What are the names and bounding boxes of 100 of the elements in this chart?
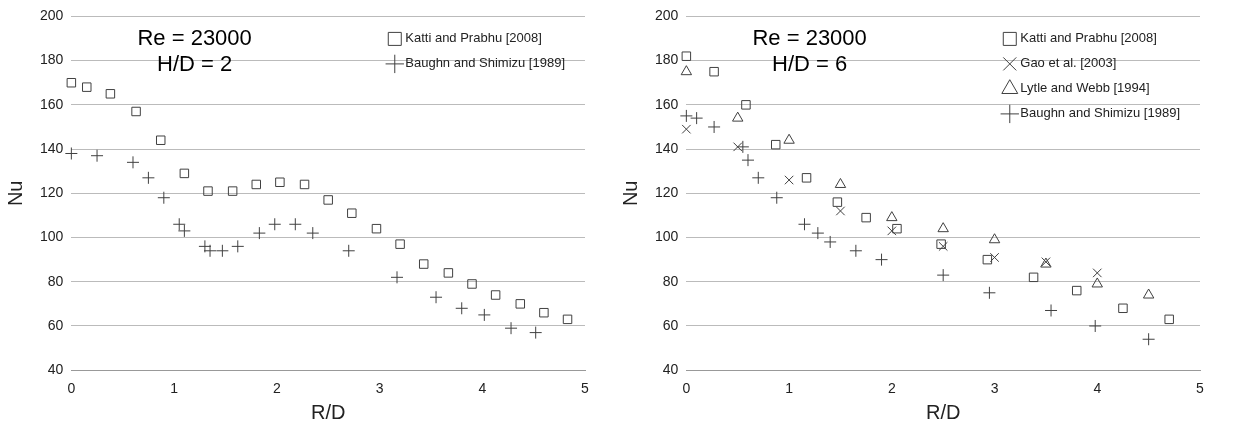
x-tick-label: 2 [887, 380, 896, 397]
point [490, 290, 501, 300]
y-tick-label: 120 [655, 184, 679, 201]
point [252, 226, 266, 240]
y-tick-label: 120 [40, 184, 64, 201]
point [443, 268, 454, 278]
point [1091, 277, 1103, 288]
x-tick-label: 2 [272, 380, 281, 397]
legend-label: Katti and Prabhu [2008] [1020, 30, 1157, 46]
point [1142, 288, 1155, 299]
point [390, 270, 404, 284]
point [849, 244, 863, 258]
point [823, 235, 837, 249]
x-tick-label: 0 [67, 380, 76, 397]
point [811, 226, 825, 240]
x-tick-label: 1 [170, 380, 179, 397]
x-tick-label: 3 [990, 380, 999, 397]
point [861, 212, 871, 223]
point [801, 173, 812, 183]
y-tick-label: 80 [47, 272, 64, 289]
point [690, 111, 704, 125]
y-tick-label: 180 [40, 51, 64, 68]
point [131, 106, 141, 117]
point [982, 286, 996, 300]
y-axis-title: Nu [618, 180, 641, 207]
point [347, 208, 357, 218]
point [515, 299, 526, 309]
point [832, 197, 843, 207]
point [203, 186, 213, 196]
point [770, 139, 781, 150]
y-tick-label: 100 [40, 228, 64, 245]
legend-label: Lytle and Webb [1994] [1020, 80, 1150, 96]
y-tick-label: 160 [40, 95, 64, 112]
point [892, 223, 902, 234]
point [988, 233, 1001, 244]
point [886, 211, 898, 222]
y-tick-label: 40 [47, 361, 64, 378]
y-tick-label: 100 [655, 228, 679, 245]
point [732, 111, 744, 122]
point [227, 186, 238, 196]
x-axis-title: R/D [925, 400, 961, 423]
point [709, 66, 719, 77]
legend-label: Baughn and Shimizu [1989] [1020, 105, 1181, 121]
point [1142, 332, 1156, 346]
x-tick-label: 5 [1196, 380, 1205, 397]
point [1028, 272, 1039, 283]
point [306, 226, 320, 240]
point [1118, 303, 1128, 314]
point [783, 133, 795, 144]
x-tick-label: 3 [375, 380, 384, 397]
point [1088, 319, 1102, 333]
point [429, 290, 443, 304]
annotation: Re = 23000 [137, 25, 252, 51]
y-tick-label: 200 [40, 7, 64, 24]
point [141, 171, 155, 185]
point [342, 244, 356, 258]
point [937, 222, 949, 233]
y-tick-label: 80 [662, 272, 679, 289]
point [371, 223, 382, 234]
point [157, 191, 171, 205]
annotation: H/D = 6 [772, 51, 848, 77]
point [982, 254, 993, 265]
point [1164, 314, 1174, 325]
y-tick-label: 60 [47, 316, 64, 333]
point [477, 308, 491, 322]
y-tick-label: 180 [655, 51, 679, 68]
point [231, 239, 245, 253]
x-axis-title: R/D [310, 400, 346, 423]
point [179, 168, 190, 179]
x-tick-label: 1 [785, 380, 794, 397]
point [529, 326, 543, 340]
point [798, 217, 811, 231]
point [707, 120, 721, 134]
x-tick-label: 4 [1093, 380, 1102, 397]
point [679, 109, 693, 123]
point [105, 89, 116, 99]
point [467, 279, 477, 289]
point [562, 314, 573, 325]
point [66, 78, 77, 88]
legend-label: Baughn and Shimizu [1989] [405, 55, 566, 71]
x-tick-label: 5 [581, 380, 590, 397]
point [455, 301, 469, 315]
x-tick-label: 4 [478, 380, 487, 397]
y-tick-label: 60 [662, 316, 679, 333]
point [741, 100, 751, 110]
x-tick-label: 0 [682, 380, 691, 397]
point [770, 191, 784, 205]
point [741, 153, 755, 167]
y-axis-title: Nu [3, 180, 26, 207]
point [875, 253, 889, 267]
y-tick-label: 40 [662, 361, 679, 378]
y-tick-label: 140 [655, 139, 679, 156]
point [736, 140, 750, 154]
point [64, 147, 78, 160]
annotation: H/D = 2 [157, 51, 233, 77]
point [681, 51, 692, 61]
point [299, 179, 310, 190]
point [418, 259, 429, 269]
point [82, 82, 92, 92]
point [539, 307, 549, 318]
